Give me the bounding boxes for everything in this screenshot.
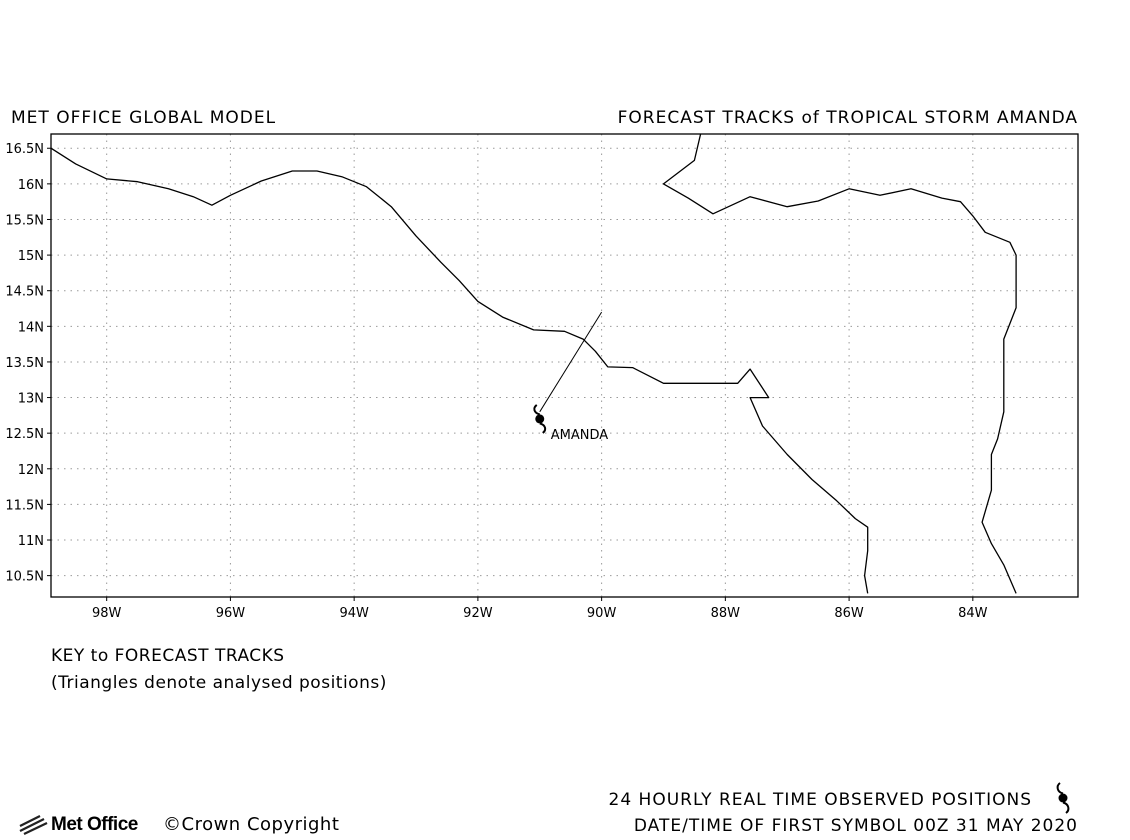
lat-tick-label: 14.5N bbox=[5, 285, 44, 300]
first-symbol-date-label: DATE/TIME OF FIRST SYMBOL 00Z 31 MAY 202… bbox=[633, 816, 1078, 836]
storm-layer: AMANDA bbox=[533, 311, 609, 443]
hurricane-symbol-icon bbox=[1056, 782, 1070, 814]
lon-tick-label: 94W bbox=[339, 606, 369, 621]
met-office-logo-icon bbox=[19, 815, 48, 835]
key-note: (Triangles denote analysed positions) bbox=[51, 673, 387, 693]
lon-tick-label: 90W bbox=[587, 606, 617, 621]
model-title: MET OFFICE GLOBAL MODEL bbox=[11, 108, 277, 128]
observed-positions-label: 24 HOURLY REAL TIME OBSERVED POSITIONS bbox=[608, 790, 1032, 810]
lat-tick-label: 14N bbox=[18, 320, 44, 335]
lat-tick-label: 11.5N bbox=[5, 498, 44, 513]
lat-tick-label: 13N bbox=[18, 392, 44, 407]
storm-eye bbox=[535, 414, 545, 424]
lat-tick-label: 11N bbox=[18, 534, 44, 549]
met-office-logo-text: Met Office bbox=[51, 814, 138, 835]
lat-tick-label: 15.5N bbox=[5, 213, 44, 228]
map-grid bbox=[51, 134, 1078, 597]
axis-labels: 16.5N 16N 15.5N 15N 14.5N 14N 13.5N 13N 12.5N 12N… bbox=[5, 142, 987, 621]
lon-tick-label: 88W bbox=[711, 606, 741, 621]
storm-arm bbox=[539, 422, 547, 434]
lon-tick-label: 86W bbox=[834, 606, 864, 621]
storm-symbol bbox=[533, 404, 547, 434]
coastlines bbox=[51, 134, 1017, 594]
lon-tick-label: 84W bbox=[958, 606, 988, 621]
forecast-track-line bbox=[539, 311, 603, 413]
lat-tick-label: 12N bbox=[18, 463, 44, 478]
map-frame bbox=[50, 133, 1079, 598]
key-title: KEY to FORECAST TRACKS bbox=[51, 646, 285, 666]
lon-tick-label: 92W bbox=[463, 606, 493, 621]
lat-tick-label: 12.5N bbox=[5, 427, 44, 442]
met-office-logo: Met Office bbox=[18, 814, 138, 836]
storm-arm bbox=[533, 404, 541, 416]
chart-title: FORECAST TRACKS of TROPICAL STORM AMANDA bbox=[617, 108, 1078, 128]
lat-tick-label: 16.5N bbox=[5, 142, 44, 157]
lon-tick-label: 98W bbox=[92, 606, 122, 621]
coastline bbox=[51, 147, 869, 594]
copyright-notice: ©Crown Copyright bbox=[163, 814, 340, 835]
lat-tick-label: 10.5N bbox=[5, 570, 44, 585]
coastline bbox=[662, 134, 1017, 594]
storm-name-label: AMANDA bbox=[551, 428, 609, 443]
lon-tick-label: 96W bbox=[216, 606, 246, 621]
lat-tick-label: 13.5N bbox=[5, 356, 44, 371]
lat-tick-label: 15N bbox=[18, 249, 44, 264]
lat-tick-label: 16N bbox=[18, 178, 44, 193]
